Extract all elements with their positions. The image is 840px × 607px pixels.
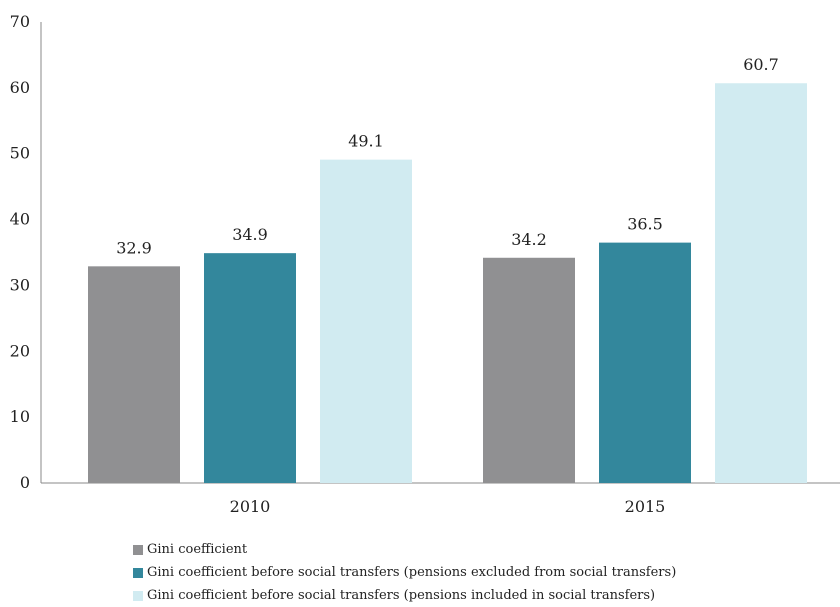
- legend-label: Gini coefficient before social transfers…: [147, 565, 677, 580]
- legend-item: Gini coefficient: [133, 538, 676, 561]
- y-tick-label: 70: [10, 12, 30, 31]
- y-tick-label: 0: [20, 473, 30, 492]
- legend-swatch: [133, 590, 143, 601]
- legend-label: Gini coefficient before social transfers…: [147, 588, 656, 603]
- bar: [715, 83, 807, 484]
- x-axis-category-labels: 2010 2015: [230, 497, 666, 516]
- y-tick-label: 10: [10, 407, 30, 426]
- y-tick-label: 30: [10, 275, 30, 294]
- legend-swatch: [133, 544, 143, 555]
- legend: Gini coefficient Gini coefficient before…: [133, 538, 676, 607]
- y-tick-label: 60: [10, 78, 30, 97]
- bar-value-label: 34.2: [511, 230, 547, 249]
- y-tick-label: 50: [10, 144, 30, 163]
- bar: [483, 257, 575, 483]
- legend-label: Gini coefficient: [147, 542, 248, 557]
- y-axis-ticks: 0 10 20 30 40 50 60 70: [10, 12, 30, 492]
- legend-item: Gini coefficient before social transfers…: [133, 584, 676, 607]
- x-category-label: 2010: [230, 497, 271, 516]
- bar: [599, 242, 691, 483]
- x-category-label: 2015: [625, 497, 666, 516]
- bars: [88, 83, 807, 484]
- bar-value-label: 49.1: [348, 132, 384, 151]
- y-tick-label: 20: [10, 341, 30, 360]
- bar: [204, 253, 296, 483]
- bar-chart: 0 10 20 30 40 50 60 70 32.9 34.9 49.1 34.2 36.5 60.7…: [10, 12, 840, 516]
- bar-value-label: 60.7: [743, 55, 779, 74]
- legend-item: Gini coefficient before social transfers…: [133, 561, 676, 584]
- data-labels: 32.9 34.9 49.1 34.2 36.5 60.7: [116, 55, 779, 257]
- y-tick-label: 40: [10, 210, 30, 229]
- bar-value-label: 36.5: [627, 215, 663, 234]
- bar-value-label: 34.9: [232, 225, 268, 244]
- bar: [88, 266, 180, 483]
- bar-value-label: 32.9: [116, 238, 152, 257]
- legend-swatch: [133, 567, 143, 578]
- bar: [320, 159, 412, 484]
